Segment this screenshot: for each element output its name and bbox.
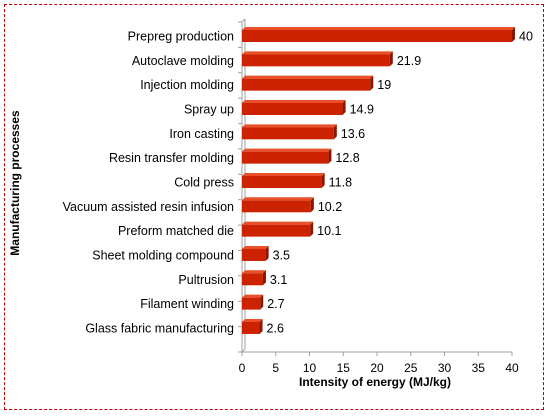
bar-front-face [242, 224, 311, 237]
x-tick-label: 0 [239, 361, 246, 375]
bar-top-face [242, 221, 314, 225]
category-label: Cold press [174, 175, 234, 189]
bar-top-face [242, 172, 325, 176]
value-label: 12.8 [335, 151, 359, 165]
bar [242, 294, 264, 310]
category-label: Pultrusion [178, 273, 234, 287]
bar [242, 148, 332, 164]
bar-top-face [242, 294, 264, 298]
category-label: Iron casting [169, 127, 234, 141]
bar-top-face [242, 318, 263, 322]
bar-end-face [328, 148, 332, 164]
x-tick-label: 20 [370, 361, 384, 375]
bar-front-face [242, 200, 311, 213]
bar-front-face [242, 321, 260, 334]
bar-front-face [242, 30, 512, 42]
bar-end-face [321, 172, 325, 188]
bar-top-face [242, 75, 374, 79]
bar-end-face [259, 318, 263, 334]
bar-front-face [242, 175, 322, 188]
x-tick-label: 40 [505, 361, 519, 375]
value-label: 10.1 [317, 224, 341, 238]
category-label: Resin transfer molding [109, 151, 234, 165]
x-tick-label: 10 [303, 361, 317, 375]
bar [242, 51, 393, 67]
bar [242, 270, 266, 286]
bars [242, 27, 515, 334]
x-tick-label: 25 [404, 361, 418, 375]
bar-front-face [242, 54, 390, 67]
bar-front-face [242, 248, 266, 261]
value-label: 3.5 [273, 248, 290, 262]
bar [242, 221, 314, 237]
x-tick-label: 30 [438, 361, 452, 375]
bar [242, 197, 314, 213]
bar-top-face [242, 245, 269, 249]
value-label: 2.7 [267, 297, 284, 311]
category-label: Sheet molding compound [92, 248, 234, 262]
category-labels: Prepreg production Autoclave molding Injec… [63, 30, 234, 336]
value-label: 11.8 [329, 175, 352, 189]
value-label: 13.6 [341, 127, 365, 141]
value-label: 14.9 [350, 102, 374, 116]
bar-end-face [262, 270, 266, 286]
bar-front-face [242, 78, 371, 91]
x-tick-label: 5 [272, 361, 279, 375]
bar [242, 245, 269, 261]
x-axis-title: Intensity of energy (MJ/kg) [299, 375, 451, 389]
bar-top-face [242, 124, 337, 128]
bar [242, 75, 374, 91]
category-label: Preform matched die [118, 224, 234, 238]
category-label: Prepreg production [128, 30, 234, 44]
value-label: 19 [377, 78, 391, 92]
bar-top-face [242, 51, 393, 55]
bar-end-face [370, 75, 374, 91]
y-axis-title: Manufacturing processes [8, 110, 22, 256]
bar-end-face [260, 294, 264, 310]
bar [242, 172, 325, 188]
y-axis-top-edge [241, 18, 246, 23]
bar-top-face [242, 270, 266, 274]
bar-end-face [512, 27, 515, 42]
bar [242, 124, 337, 140]
bar-front-face [242, 127, 334, 140]
x-tick-labels: 0 5 10 15 20 25 30 35 40 [239, 361, 519, 375]
bar-top-face [242, 197, 314, 201]
bar-front-face [242, 151, 329, 164]
bar-front-face [242, 273, 263, 286]
value-label: 3.1 [270, 273, 287, 287]
x-tick-label: 35 [472, 361, 486, 375]
category-label: Spray up [184, 102, 234, 116]
category-label: Filament winding [140, 297, 234, 311]
bar-end-face [265, 245, 269, 261]
bar-top-face [242, 148, 332, 152]
bar-front-face [242, 297, 261, 310]
bar-end-face [310, 221, 314, 237]
bar-front-face [242, 102, 343, 115]
bar [242, 99, 346, 115]
bar-end-face [310, 197, 314, 213]
value-label: 10.2 [318, 200, 342, 214]
category-label: Vacuum assisted resin infusion [63, 200, 234, 214]
bar-top-face [242, 27, 515, 30]
bar-end-face [342, 99, 346, 115]
chart-frame [4, 4, 544, 410]
category-label: Glass fabric manufacturing [85, 321, 234, 335]
x-axis-depth-edge [241, 348, 246, 353]
x-tick-label: 15 [337, 361, 351, 375]
bar [242, 318, 263, 334]
bar [242, 27, 515, 42]
bar-end-face [389, 51, 393, 67]
bar-end-face [333, 124, 337, 140]
value-label: 2.6 [267, 321, 284, 335]
value-label: 40 [519, 30, 533, 44]
bar-top-face [242, 99, 346, 103]
value-label: 21.9 [397, 54, 421, 68]
category-label: Injection molding [140, 78, 234, 92]
category-label: Autoclave molding [132, 54, 234, 68]
